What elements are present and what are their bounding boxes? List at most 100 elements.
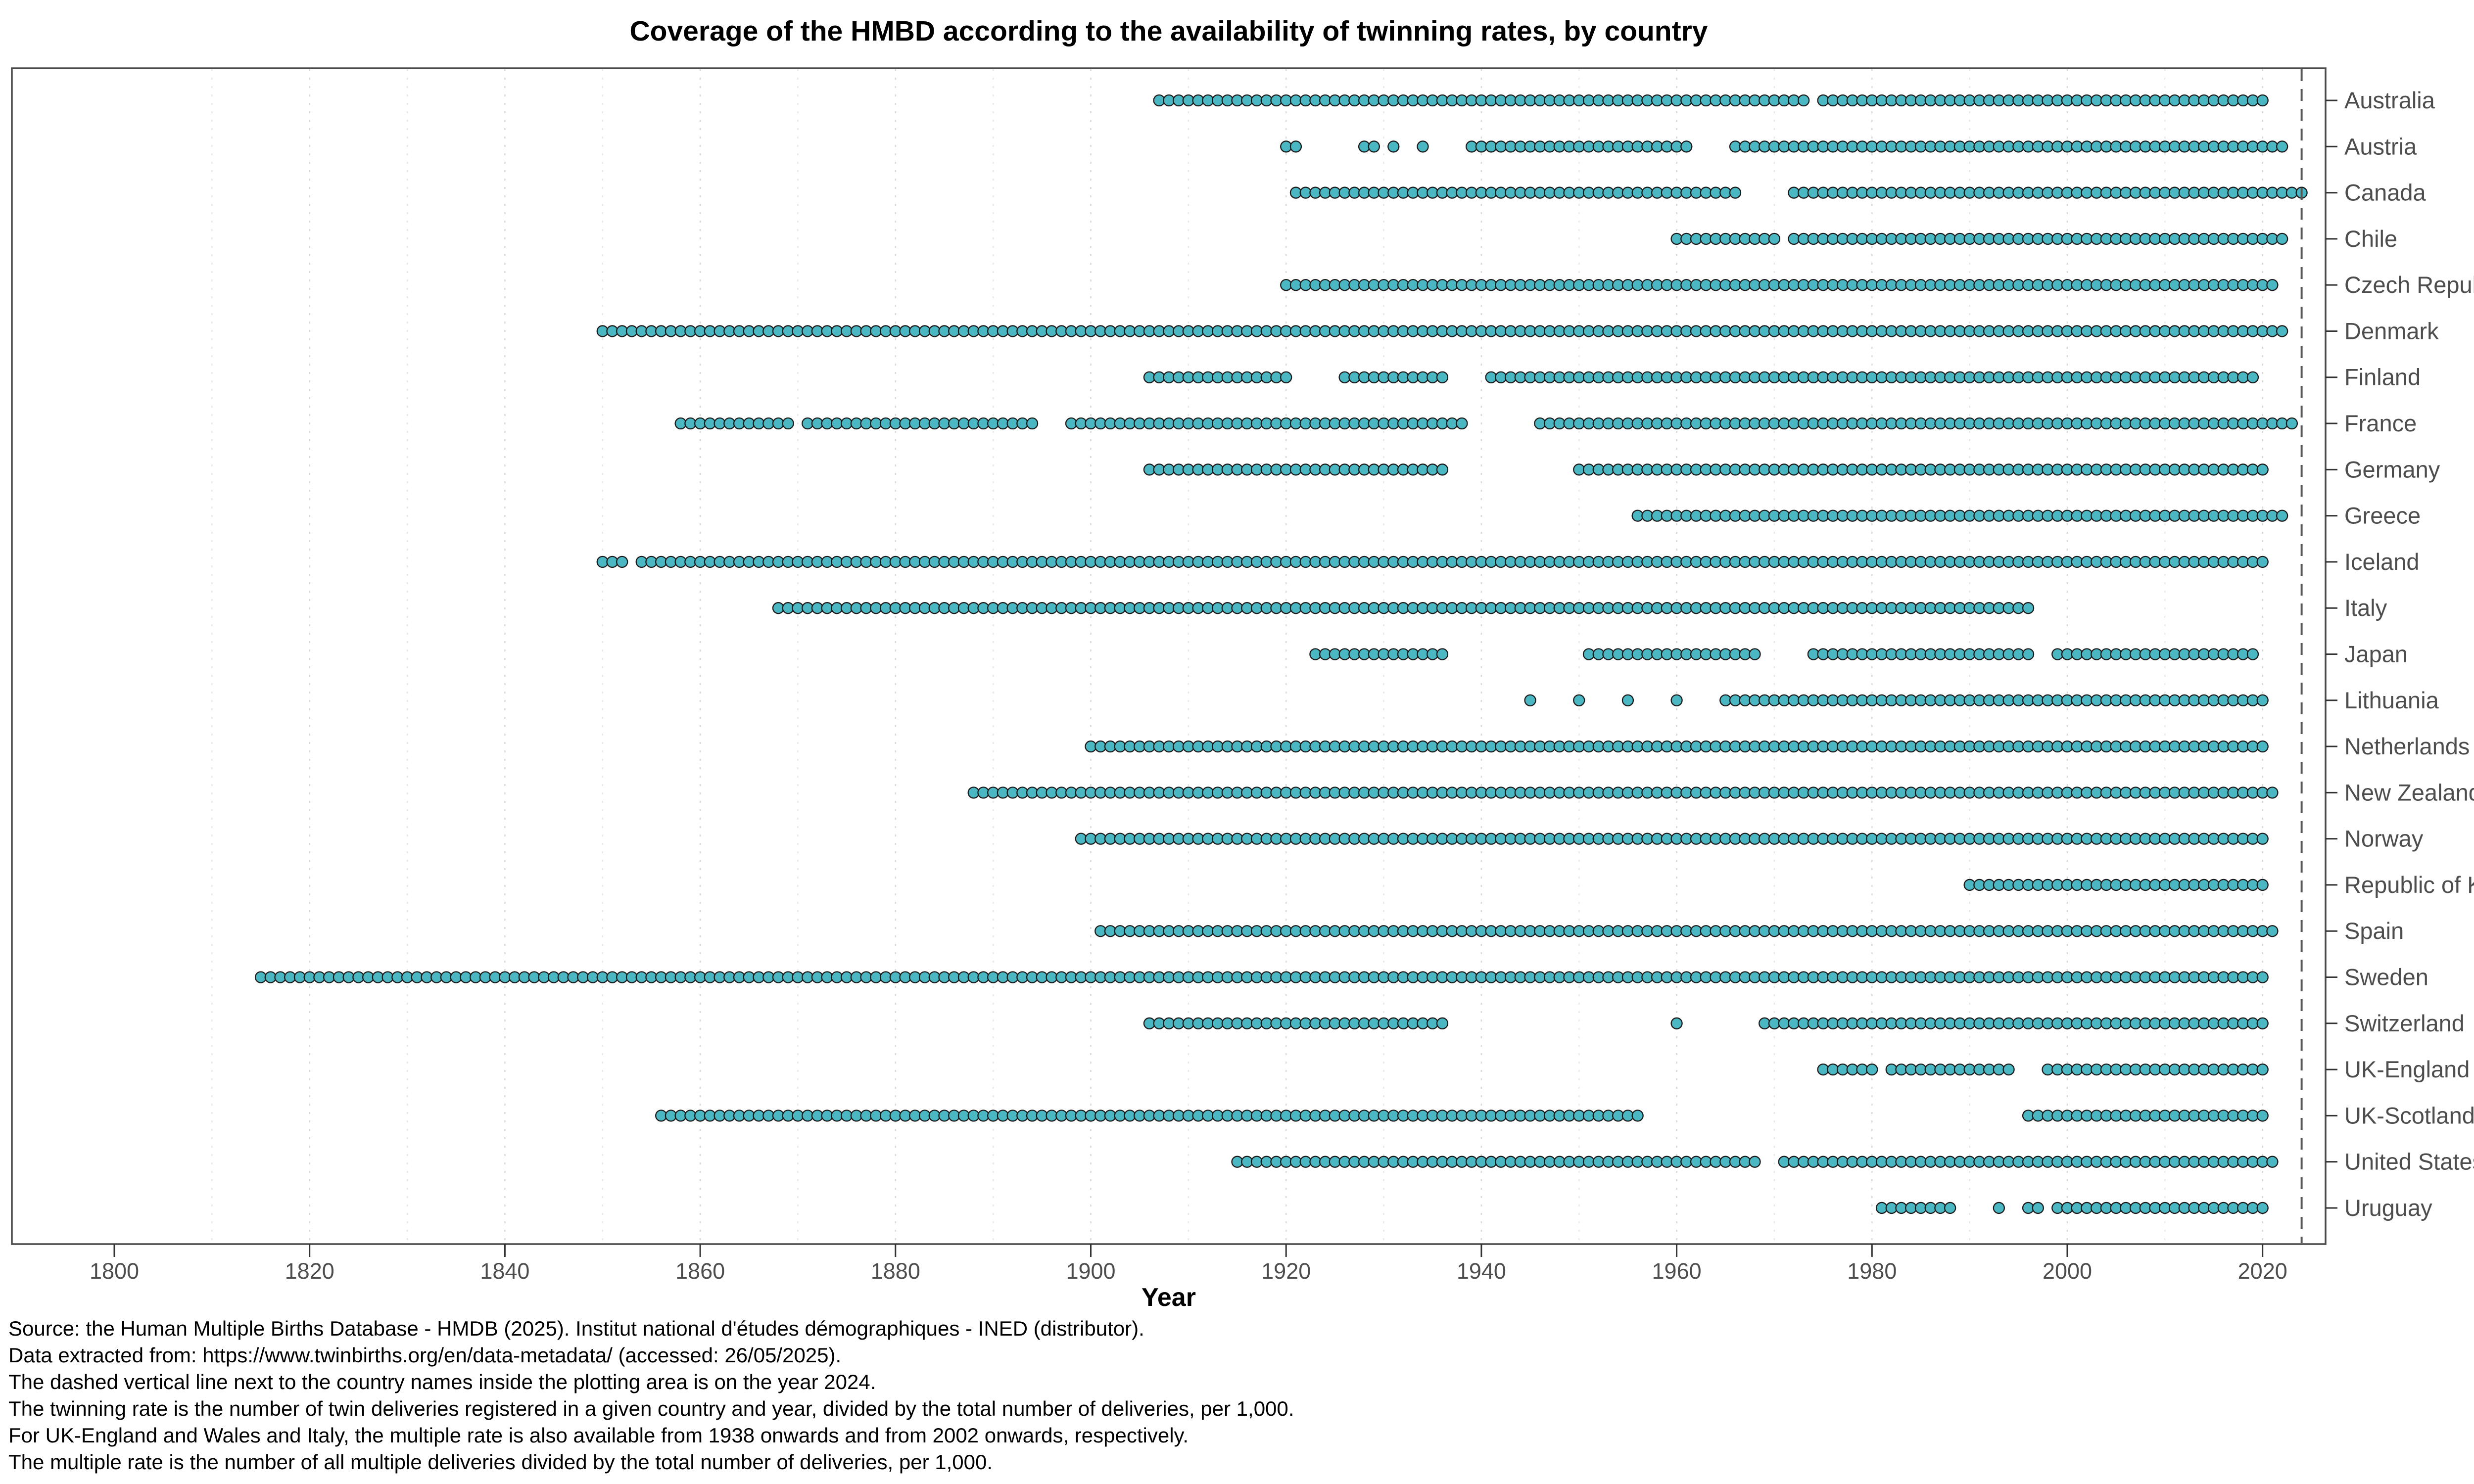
data-point (2246, 648, 2259, 660)
country-row-united-states (1231, 1156, 2279, 1168)
country-row-denmark (596, 325, 2288, 337)
data-point (1749, 648, 1761, 660)
data-point (1680, 140, 1693, 153)
footnote-line: The multiple rate is the number of all m… (8, 1450, 993, 1474)
country-row-switzerland (1143, 1017, 2269, 1029)
data-point (1768, 232, 1781, 245)
x-tick-label: 1900 (1066, 1258, 1115, 1284)
data-point (2022, 648, 2035, 660)
country-row-austria (1280, 140, 2288, 153)
country-label: Sweden (2344, 964, 2428, 990)
data-point (2002, 1063, 2015, 1076)
data-point (1289, 140, 1302, 153)
country-label: Italy (2344, 595, 2387, 621)
x-tick-label: 1880 (871, 1258, 920, 1284)
country-row-canada (1289, 186, 2308, 199)
x-tick-label: 1820 (285, 1258, 334, 1284)
country-label: Germany (2344, 456, 2440, 482)
data-point (2276, 232, 2288, 245)
country-row-germany (1143, 464, 2269, 476)
country-row-italy (772, 602, 2035, 614)
country-label: France (2344, 410, 2417, 436)
x-tick-label: 1980 (1847, 1258, 1897, 1284)
country-label: UK-Scotland (2344, 1102, 2474, 1128)
country-label: New Zealand (2344, 779, 2474, 805)
data-point (2256, 694, 2269, 706)
country-row-uruguay (1875, 1202, 2269, 1214)
x-tick-label: 1860 (675, 1258, 725, 1284)
country-row-norway (1075, 833, 2269, 845)
data-point (1524, 694, 1536, 706)
data-point (2032, 1202, 2044, 1214)
footnote-line: The twinning rate is the number of twin … (8, 1397, 1294, 1420)
data-point (2256, 740, 2269, 753)
country-label: Lithuania (2344, 687, 2439, 713)
data-point (2256, 1202, 2269, 1214)
country-label: Republic of Korea (2344, 872, 2474, 898)
x-tick-label: 1940 (1457, 1258, 1506, 1284)
data-point (1670, 1017, 1683, 1029)
data-point (2276, 140, 2288, 153)
country-row-uk-scotland (655, 1110, 2269, 1122)
country-label: Czech Republic (2344, 272, 2474, 298)
country-label: Norway (2344, 826, 2424, 852)
country-row-sweden (254, 971, 2269, 983)
data-point (1631, 1110, 1644, 1122)
data-point (1026, 417, 1039, 430)
data-point (2256, 94, 2269, 107)
country-label: Switzerland (2344, 1010, 2465, 1036)
data-point (2256, 879, 2269, 891)
country-row-lithuania (1524, 694, 2269, 706)
x-tick-label: 1800 (90, 1258, 139, 1284)
footnote-line: For UK-England and Wales and Italy, the … (8, 1424, 1189, 1447)
country-label: Greece (2344, 503, 2421, 529)
data-point (616, 556, 628, 568)
data-point (1573, 694, 1585, 706)
data-point (1417, 140, 1429, 153)
country-row-chile (1670, 232, 2288, 245)
country-label: Iceland (2344, 549, 2420, 575)
chart-title: Coverage of the HMBD according to the av… (630, 15, 1708, 47)
data-point (1798, 94, 1810, 107)
footnote-line: Source: the Human Multiple Births Databa… (8, 1317, 1144, 1340)
country-row-new-zealand (967, 787, 2279, 799)
country-row-spain (1094, 925, 2279, 937)
x-tick-label: 1920 (1261, 1258, 1311, 1284)
x-axis-title: Year (1142, 1283, 1196, 1312)
data-point (1729, 186, 1742, 199)
footnotes: Source: the Human Multiple Births Databa… (8, 1317, 1294, 1474)
data-points (254, 94, 2308, 1214)
data-point (1436, 371, 1449, 383)
country-row-australia (1153, 94, 2269, 107)
country-label: United States (2344, 1149, 2474, 1175)
country-label: Denmark (2344, 318, 2439, 344)
country-row-greece (1631, 510, 2288, 522)
country-label: Netherlands (2344, 733, 2470, 759)
data-point (2276, 510, 2288, 522)
plot-panel-border (11, 67, 2327, 1245)
country-label: UK-England and Wales (2344, 1056, 2474, 1082)
data-point (1621, 694, 1634, 706)
country-row-finland (1143, 371, 2259, 383)
data-point (2256, 1110, 2269, 1122)
data-point (782, 417, 794, 430)
data-point (2256, 833, 2269, 845)
data-point (2022, 602, 2035, 614)
data-point (1436, 648, 1449, 660)
country-label: Chile (2344, 226, 2397, 252)
data-point (1368, 140, 1380, 153)
data-point (2246, 371, 2259, 383)
data-point (1456, 417, 1468, 430)
x-tick-label: 2020 (2238, 1258, 2287, 1284)
footnote-line: The dashed vertical line next to the cou… (8, 1370, 876, 1393)
data-point (1993, 1202, 2005, 1214)
data-point (2256, 971, 2269, 983)
country-label: Uruguay (2344, 1195, 2432, 1221)
data-point (2256, 464, 2269, 476)
x-tick-label: 1960 (1652, 1258, 1702, 1284)
country-label: Finland (2344, 364, 2421, 390)
country-label: Japan (2344, 641, 2408, 667)
x-tick-label: 1840 (480, 1258, 529, 1284)
data-point (1749, 1156, 1761, 1168)
data-point (2266, 925, 2279, 937)
